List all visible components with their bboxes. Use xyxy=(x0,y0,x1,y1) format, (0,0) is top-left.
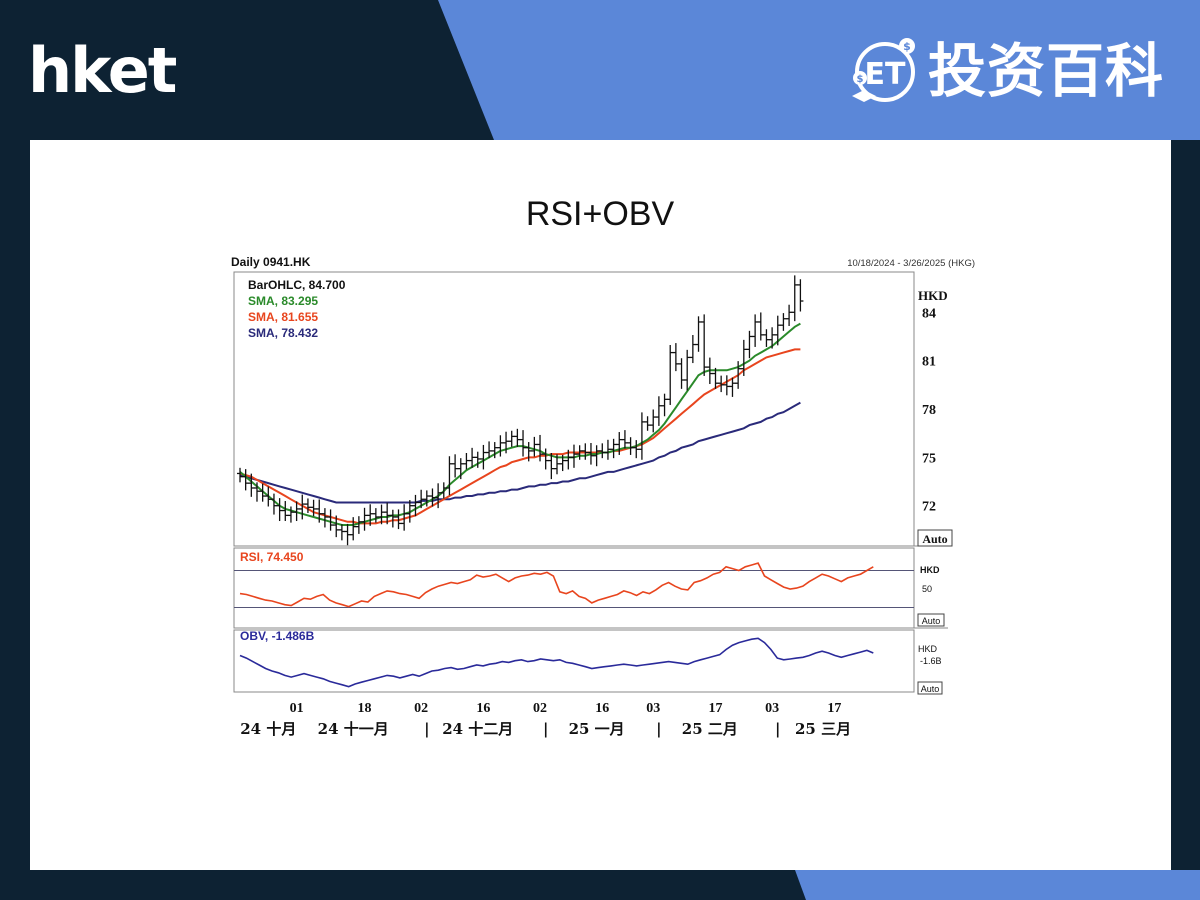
rsi-scale-button xyxy=(917,613,945,627)
price-tick-label: 72 xyxy=(922,500,936,515)
obv-panel-frame xyxy=(233,629,915,693)
price-scale-button-label: Auto xyxy=(922,532,947,546)
x-tick-label: 17 xyxy=(827,701,841,716)
x-tick-label: 01 xyxy=(290,701,304,716)
blue-header-band xyxy=(438,0,1200,140)
x-tick-label: 18 xyxy=(358,701,372,716)
month-label: | xyxy=(656,720,661,738)
obv-scale-button-label: Auto xyxy=(921,684,940,694)
sma-long-line xyxy=(239,401,801,504)
brand-right-text: 投资百科 xyxy=(928,37,1165,105)
price-legend-3: SMA, 78.432 xyxy=(248,326,318,340)
price-legend-2: SMA, 81.655 xyxy=(248,310,318,324)
month-label: 24 十一月 xyxy=(318,720,389,738)
obv-legend: OBV, -1.486B xyxy=(240,629,315,643)
month-label: | xyxy=(543,720,548,738)
month-label: 25 一月 xyxy=(569,720,625,738)
rsi-unit-label: HKD xyxy=(920,565,940,575)
x-tick-label: 16 xyxy=(476,701,490,716)
card-title: RSI+OBV xyxy=(525,195,675,233)
price-tick-label: 78 xyxy=(922,403,936,418)
month-label: 24 十月 xyxy=(240,720,296,738)
svg-text:ET: ET xyxy=(865,57,906,92)
content-card xyxy=(30,140,1171,870)
x-tick-label: 03 xyxy=(646,701,660,716)
month-label: | xyxy=(424,720,429,738)
month-label: 25 三月 xyxy=(795,720,851,738)
x-tick-label: 16 xyxy=(595,701,609,716)
hket-logo: hket xyxy=(28,34,177,107)
sma-mid-line xyxy=(239,348,801,525)
obv-level-label: -1.6B xyxy=(920,656,942,666)
x-tick-label: 17 xyxy=(709,701,723,716)
chart-title: Daily 0941.HK xyxy=(231,255,311,269)
obv-unit-label: HKD xyxy=(918,644,938,654)
date-range: 10/18/2024 - 3/26/2025 (HKG) xyxy=(847,258,975,269)
obv-line xyxy=(239,637,874,688)
obv-scale-button xyxy=(917,681,943,695)
x-tick-label: 02 xyxy=(414,701,428,716)
et-badge-icon: $ $ ET xyxy=(848,34,922,108)
price-tick-label: 81 xyxy=(922,355,936,370)
price-legend-0: BarOHLC, 84.700 xyxy=(248,278,346,292)
rsi-panel-frame xyxy=(233,547,915,629)
price-currency-label: HKD xyxy=(918,288,948,303)
rsi-legend: RSI, 74.450 xyxy=(240,550,304,564)
rsi-line xyxy=(239,562,874,608)
month-label: 24 十二月 xyxy=(442,720,513,738)
svg-text:$: $ xyxy=(857,74,864,85)
et-investment-logo: $ $ ET 投资百科 xyxy=(848,34,1164,108)
price-panel-frame xyxy=(233,271,915,547)
rsi-scale-button-label: Auto xyxy=(922,616,941,626)
x-tick-label: 02 xyxy=(533,701,547,716)
price-legend-1: SMA, 83.295 xyxy=(248,294,318,308)
month-label: | xyxy=(775,720,780,738)
price-scale-button xyxy=(917,529,953,547)
price-tick-label: 75 xyxy=(922,451,936,466)
price-tick-label: 84 xyxy=(922,306,936,321)
svg-text:$: $ xyxy=(903,40,911,53)
rsi-level-label: 50 xyxy=(922,584,932,594)
sma-short-line xyxy=(239,322,801,526)
month-label: 25 二月 xyxy=(682,720,738,738)
x-tick-label: 03 xyxy=(765,701,779,716)
blue-footer-band xyxy=(795,870,1200,900)
